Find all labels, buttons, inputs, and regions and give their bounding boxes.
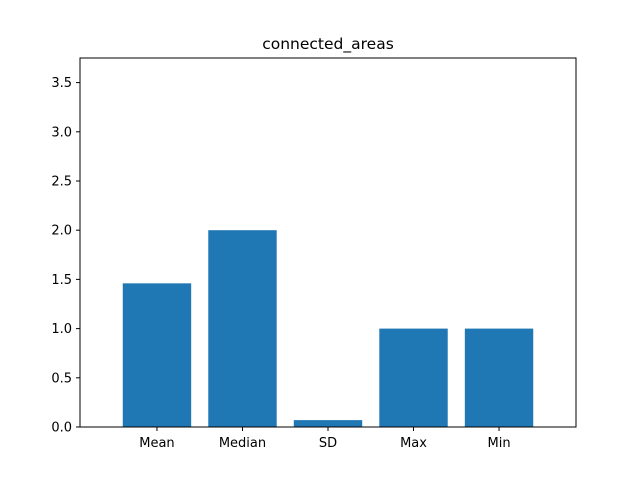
y-tick-label: 3.5 bbox=[51, 76, 72, 91]
chart-title: connected_areas bbox=[262, 35, 394, 54]
y-tick-label: 2.5 bbox=[51, 175, 72, 190]
x-axis: Mean Median SD Max Min bbox=[139, 427, 511, 451]
y-tick-label: 0.5 bbox=[51, 371, 72, 386]
plot-frame bbox=[79, 57, 577, 428]
bar-mean bbox=[122, 283, 192, 427]
y-tick-label: 1.5 bbox=[51, 273, 72, 288]
y-axis: 0.0 0.5 1.0 1.5 2.0 2.5 3.0 3.5 bbox=[51, 76, 80, 436]
y-tick-label: 3.0 bbox=[51, 125, 72, 140]
y-tick-label: 2.0 bbox=[51, 224, 72, 239]
bars-group bbox=[122, 230, 534, 427]
bar-min bbox=[464, 328, 534, 427]
bar-median bbox=[208, 230, 277, 427]
x-tick-label: Max bbox=[400, 436, 427, 451]
x-tick-label: Mean bbox=[139, 436, 174, 451]
x-tick-label: Min bbox=[487, 436, 510, 451]
x-tick-label: Median bbox=[219, 436, 266, 451]
y-tick-label: 1.0 bbox=[51, 322, 72, 337]
x-tick-label: SD bbox=[319, 436, 337, 451]
bar-sd bbox=[293, 420, 363, 427]
bar-max bbox=[379, 328, 448, 427]
y-tick-label: 0.0 bbox=[51, 421, 72, 436]
